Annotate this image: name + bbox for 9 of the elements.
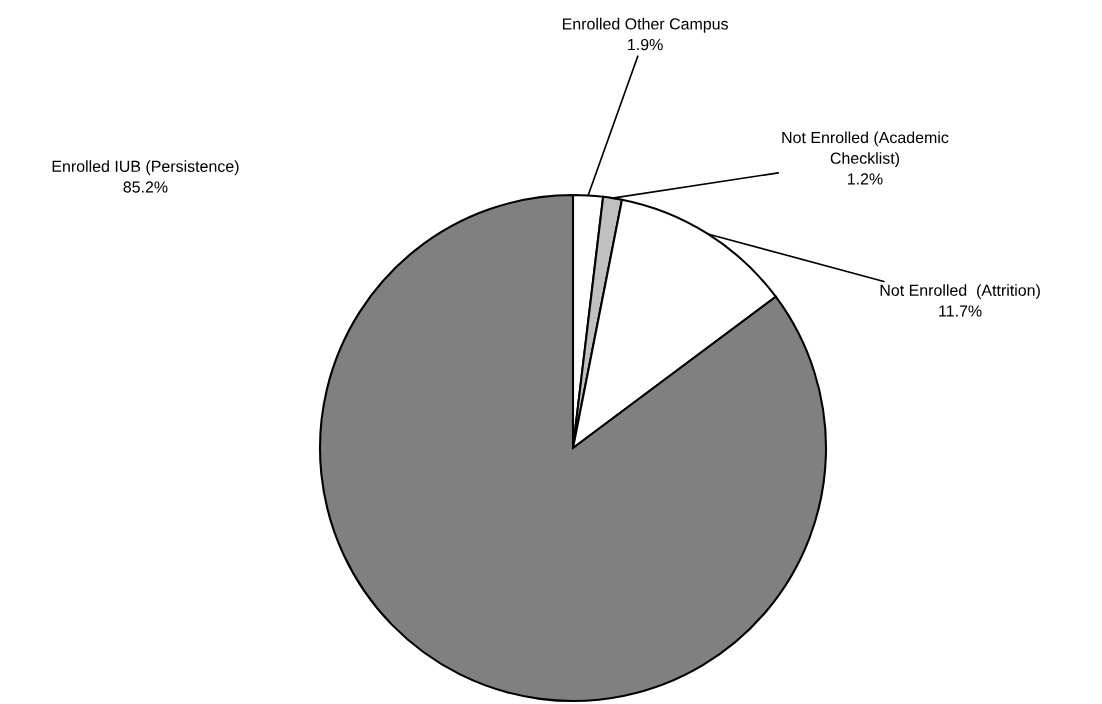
data-label: 11.7% <box>939 305 982 317</box>
slice-label: Enrolled IUB (Persistence) <box>52 160 239 176</box>
slice-label: Enrolled Other Campus <box>562 17 728 33</box>
slice-label: Not Enrolled (Attrition) <box>880 284 1040 300</box>
pie-slice <box>318 193 828 703</box>
data-label: 85.2% <box>123 181 168 193</box>
data-label: 1.9% <box>628 38 663 51</box>
data-label: 1.2% <box>847 173 883 185</box>
slice-label: Not Enrolled (Academic Checklist) <box>782 131 949 168</box>
